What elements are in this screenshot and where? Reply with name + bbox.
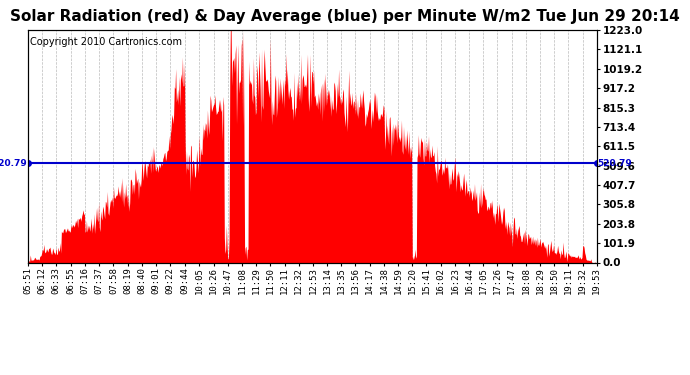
Text: Copyright 2010 Cartronics.com: Copyright 2010 Cartronics.com (30, 37, 182, 47)
Text: 520.79: 520.79 (597, 159, 631, 168)
Text: Solar Radiation (red) & Day Average (blue) per Minute W/m2 Tue Jun 29 20:14: Solar Radiation (red) & Day Average (blu… (10, 9, 680, 24)
Text: 520.79: 520.79 (0, 159, 27, 168)
